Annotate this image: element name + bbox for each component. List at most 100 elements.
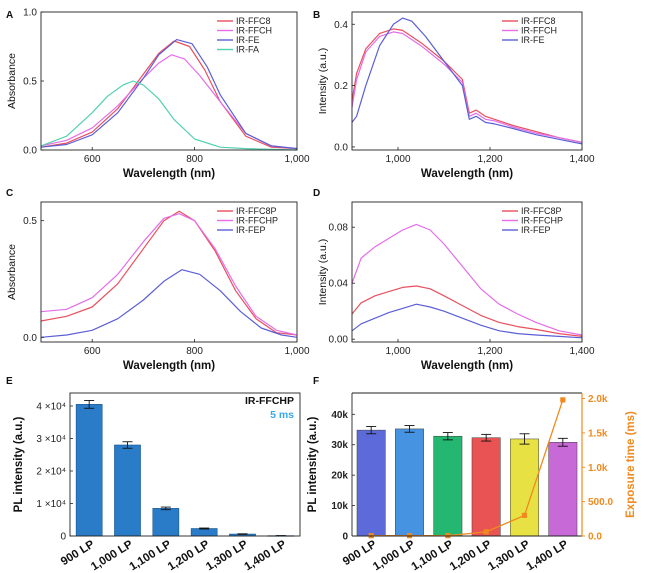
y-axis-label-e: PL intensity (a.u.) — [13, 417, 25, 513]
exposure-point-f-6 — [560, 397, 566, 403]
x-axis-label-a: Wavelength (nm) — [123, 168, 215, 180]
y-tick-label-a-3: 1.0 — [23, 8, 37, 19]
x-axis-label-b: Wavelength (nm) — [421, 168, 513, 180]
series-line-d-2 — [351, 223, 583, 336]
plot-frame-e — [69, 392, 301, 537]
y2-tick-label-f-2: 500.0 — [588, 497, 613, 508]
x-tick-label-e-5: 1,300 LP — [204, 538, 250, 573]
y-axis-label-d: Intensity (a.u.) — [317, 239, 329, 306]
y2-tick-label-f-4: 1.5k — [588, 428, 608, 439]
x-axis-label-d: Wavelength (nm) — [421, 360, 513, 372]
y-tick-label-e-4: 3 ×10⁴ — [36, 434, 66, 445]
series-line-a-1 — [40, 40, 298, 150]
x-tick-label-f-3: 1,100 LP — [409, 538, 455, 573]
y-tick-label-d-2: 0.04 — [329, 279, 349, 290]
x-tick-label-c-3: 1,000 — [284, 346, 309, 357]
series-line-c-3 — [40, 269, 298, 338]
chart-panel-a: 600 800 1,000 0.0 0.5 1.0 Wavelength (nm) Absor… — [6, 8, 310, 181]
series-line-c-2 — [40, 213, 298, 336]
y-axis-label-b: Intensity (a.u.) — [317, 48, 329, 115]
x-tick-label-c-1: 600 — [84, 346, 101, 357]
y-tick-label-a-2: 0.5 — [23, 77, 37, 88]
legend-label-b-1: IR-FFC8 — [521, 16, 556, 26]
y-tick-label-f-1: 0 — [342, 532, 348, 543]
bar-f-1 — [356, 429, 386, 537]
x-tick-label-f-6: 1,400 LP — [524, 538, 570, 573]
y-tick-label-e-1: 0 — [60, 532, 66, 543]
exposure-point-f-4 — [483, 529, 489, 535]
x-tick-label-a-2: 800 — [186, 154, 203, 165]
exposure-point-f-5 — [521, 512, 528, 518]
legend-label-b-2: IR-FFCH — [521, 26, 557, 36]
chart-panel-d: 1,000 1,200 1,400 0.00 0.04 0.08 Wavelength (n… — [317, 201, 595, 372]
y-tick-label-f-5: 40k — [331, 410, 348, 421]
series-line-a-3 — [40, 39, 298, 150]
y-tick-label-b-3: 0.4 — [334, 20, 348, 31]
bar-f-4 — [471, 437, 501, 537]
legend-label-c-1: IR-FFC8P — [236, 206, 277, 216]
bar-e-1 — [75, 404, 103, 537]
series-line-a-2 — [40, 54, 298, 150]
x-tick-label-d-1: 1,000 — [385, 346, 410, 357]
legend-label-a-1: IR-FFC8 — [236, 16, 271, 26]
x-tick-label-a-1: 600 — [84, 154, 101, 165]
bar-e-2 — [114, 444, 141, 537]
chart-panel-e: 900 LP1,000 LP1,100 LP1,200 LP1,300 LP1,… — [13, 392, 301, 573]
panel-label-b: B — [313, 10, 320, 21]
x-tick-label-e-6: 1,400 LP — [242, 538, 288, 573]
series-line-d-1 — [351, 285, 583, 337]
y2-axis-label-f: Exposure time (ms) — [625, 411, 637, 518]
y-tick-label-b-2: 0.2 — [334, 81, 348, 92]
y-tick-label-c-2: 0.5 — [23, 216, 37, 227]
bar-f-6 — [548, 442, 578, 537]
chart-panel-b: 1,000 1,200 1,400 0.0 0.2 0.4 Wavelength (nm) I… — [317, 11, 595, 180]
series-line-d-3 — [351, 303, 583, 339]
legend-label-a-4: IR-FA — [236, 45, 259, 55]
legend-label-d-2: IR-FFCHP — [521, 216, 563, 226]
panel-label-e: E — [6, 376, 13, 387]
bar-f-3 — [433, 435, 463, 537]
legend-label-c-2: IR-FFCHP — [236, 216, 278, 226]
series-line-b-1 — [351, 28, 583, 143]
series-line-b-2 — [351, 31, 583, 143]
x-tick-label-e-4: 1,200 LP — [166, 538, 212, 573]
panel-label-a: A — [6, 10, 13, 21]
y-axis-label-f: PL intensity (a.u.) — [307, 417, 319, 513]
legend-label-b-3: IR-FE — [521, 35, 545, 45]
y-tick-label-f-4: 30k — [331, 440, 348, 451]
legend-label-a-3: IR-FE — [236, 35, 260, 45]
x-axis-label-c: Wavelength (nm) — [123, 360, 215, 372]
plot-frame-d — [351, 201, 583, 343]
panel-label-f: F — [313, 376, 319, 387]
x-tick-label-d-3: 1,400 — [569, 346, 594, 357]
y2-tick-label-f-3: 1.0k — [588, 463, 608, 474]
x-tick-label-b-3: 1,400 — [569, 154, 594, 165]
series-line-c-1 — [40, 210, 298, 336]
y-tick-label-b-1: 0.0 — [334, 142, 348, 153]
x-tick-label-e-2: 1,000 LP — [89, 538, 135, 573]
panel-label-d: D — [313, 188, 320, 199]
y-axis-label-a: Absorbance — [6, 53, 18, 109]
x-tick-label-f-2: 1,000 LP — [371, 538, 417, 573]
x-tick-label-b-1: 1,000 — [385, 154, 410, 165]
annotation-title-e: IR-FFCHP — [245, 395, 294, 407]
x-tick-label-e-3: 1,100 LP — [127, 538, 173, 573]
series-line-a-4 — [40, 80, 298, 151]
x-tick-label-f-5: 1,300 LP — [486, 538, 532, 573]
y-tick-label-f-2: 10k — [331, 501, 348, 512]
y-tick-label-d-1: 0.00 — [329, 335, 349, 346]
y-tick-label-e-5: 4 ×10⁴ — [36, 402, 66, 413]
legend-label-c-3: IR-FEP — [236, 225, 266, 235]
y-tick-label-e-2: 1 ×10⁴ — [36, 499, 66, 510]
y-axis-label-c: Absorbance — [6, 244, 18, 300]
plot-frame-c — [40, 201, 298, 343]
series-line-b-3 — [351, 17, 583, 145]
annotation-subtitle-e: 5 ms — [270, 409, 294, 421]
bar-e-4 — [190, 528, 218, 537]
y-tick-label-d-3: 0.08 — [329, 223, 349, 234]
y-tick-label-a-1: 0.0 — [23, 146, 37, 157]
y-tick-label-c-1: 0.0 — [23, 333, 37, 344]
legend-label-d-1: IR-FFC8P — [521, 206, 562, 216]
x-tick-label-b-2: 1,200 — [477, 154, 502, 165]
